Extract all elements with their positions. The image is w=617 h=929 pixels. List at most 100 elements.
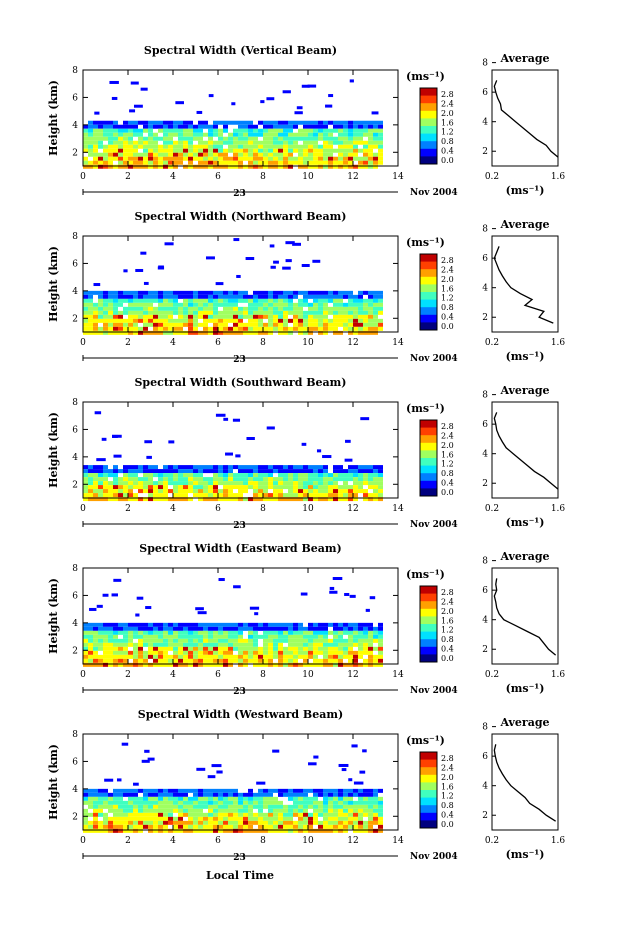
heatmap-cell (248, 310, 253, 315)
heatmap-cell (188, 302, 193, 307)
heatmap-cell (328, 638, 333, 643)
heatmap-cell (213, 330, 218, 335)
heatmap-cell (373, 132, 378, 137)
heatmap-cell (173, 306, 178, 311)
heatmap-cell (248, 326, 253, 331)
heatmap-cell (88, 298, 93, 303)
heatmap-cell (343, 489, 348, 494)
heatmap-cell (123, 322, 128, 327)
heatmap-cell (263, 294, 268, 299)
heatmap-cell (293, 124, 298, 129)
heatmap-cell (378, 658, 383, 663)
heatmap-cell (183, 469, 188, 474)
heatmap-cell (228, 792, 233, 797)
heatmap-cell (113, 330, 118, 335)
heatmap-cell (173, 302, 178, 307)
heatmap-cell (128, 622, 133, 627)
heatmap-cell (318, 489, 323, 494)
heatmap-cell (143, 310, 148, 315)
heatmap-cell (88, 290, 93, 295)
heatmap-cell (283, 634, 288, 639)
heatmap-cell (148, 788, 153, 793)
heatmap-cell (328, 144, 333, 149)
heatmap-cell (223, 820, 228, 825)
heatmap-cell (103, 792, 108, 797)
heatmap-cell (168, 465, 173, 470)
heatmap-cell (213, 662, 218, 667)
heatmap-cell (138, 796, 143, 801)
heatmap-cell (233, 298, 238, 303)
heatmap-cell (168, 310, 173, 315)
heatmap-cell (318, 306, 323, 311)
heatmap-cell (318, 294, 323, 299)
heatmap-cell (148, 662, 153, 667)
heatmap-cell (198, 638, 203, 643)
heatmap-cell (163, 120, 168, 125)
heatmap-cell (282, 266, 291, 270)
heatmap-cell (88, 132, 93, 137)
heatmap-cell (101, 437, 107, 441)
heatmap-cell (308, 650, 313, 655)
heatmap-cell (108, 156, 113, 161)
heatmap-cell (363, 128, 368, 133)
heatmap-cell (338, 132, 343, 137)
heatmap-cell (218, 493, 223, 498)
heatmap-cell (113, 497, 118, 502)
heatmap-cell (313, 152, 318, 157)
heatmap-cell (238, 132, 243, 137)
heatmap-cell (353, 792, 358, 797)
heatmap-cell (153, 800, 158, 805)
heatmap-cell (248, 136, 253, 141)
heatmap-cell (98, 469, 103, 474)
heatmap-cell (208, 638, 213, 643)
heatmap-cell (133, 318, 138, 323)
colorbar-swatch (420, 427, 437, 436)
heatmap-cell (203, 812, 208, 817)
heatmap-cell (178, 294, 183, 299)
heatmap-cell (143, 630, 148, 635)
heatmap-cell (173, 808, 178, 813)
profile-x-tick-label: 1.6 (551, 172, 566, 182)
heatmap-cell (313, 489, 318, 494)
heatmap-cell (258, 160, 263, 165)
heatmap-cell (143, 796, 148, 801)
heatmap-cell (258, 469, 263, 474)
heatmap-cell (93, 290, 98, 295)
heatmap-cell (353, 808, 358, 813)
colorbar-swatch (420, 118, 437, 127)
heatmap-cell (303, 302, 308, 307)
heatmap-cell (303, 816, 308, 821)
heatmap-cell (318, 144, 323, 149)
x-tick-label: 0 (80, 836, 86, 846)
heatmap-cell (363, 820, 368, 825)
heatmap-cell (238, 792, 243, 797)
heatmap-cell (153, 465, 158, 470)
heatmap-cell (298, 298, 303, 303)
heatmap-cell (263, 796, 268, 801)
heatmap-cell (323, 124, 328, 129)
heatmap-cell (268, 164, 273, 169)
heatmap-cell (368, 465, 373, 470)
date-suffix: Nov 2004 (410, 520, 458, 530)
heatmap-cell (183, 302, 188, 307)
heatmap-cell (218, 314, 223, 319)
heatmap-cell (278, 662, 283, 667)
heatmap-cell (213, 124, 218, 129)
heatmap-cell (288, 465, 293, 470)
heatmap-cell (248, 481, 253, 486)
heatmap-cell (328, 642, 333, 647)
heatmap-cell (248, 804, 253, 809)
heatmap-cell (338, 128, 343, 133)
heatmap-cell (158, 812, 163, 817)
heatmap-cell (163, 816, 168, 821)
heatmap-cell (278, 824, 283, 829)
heatmap-cell (158, 792, 163, 797)
heatmap-cell (328, 298, 333, 303)
heatmap-cell (353, 650, 358, 655)
heatmap-cell (188, 812, 193, 817)
heatmap-cell (203, 477, 208, 482)
heatmap-cell (193, 136, 198, 141)
profile-y-tick-label: 4 (482, 450, 488, 460)
heatmap-cell (248, 634, 253, 639)
heatmap-cell (258, 796, 263, 801)
